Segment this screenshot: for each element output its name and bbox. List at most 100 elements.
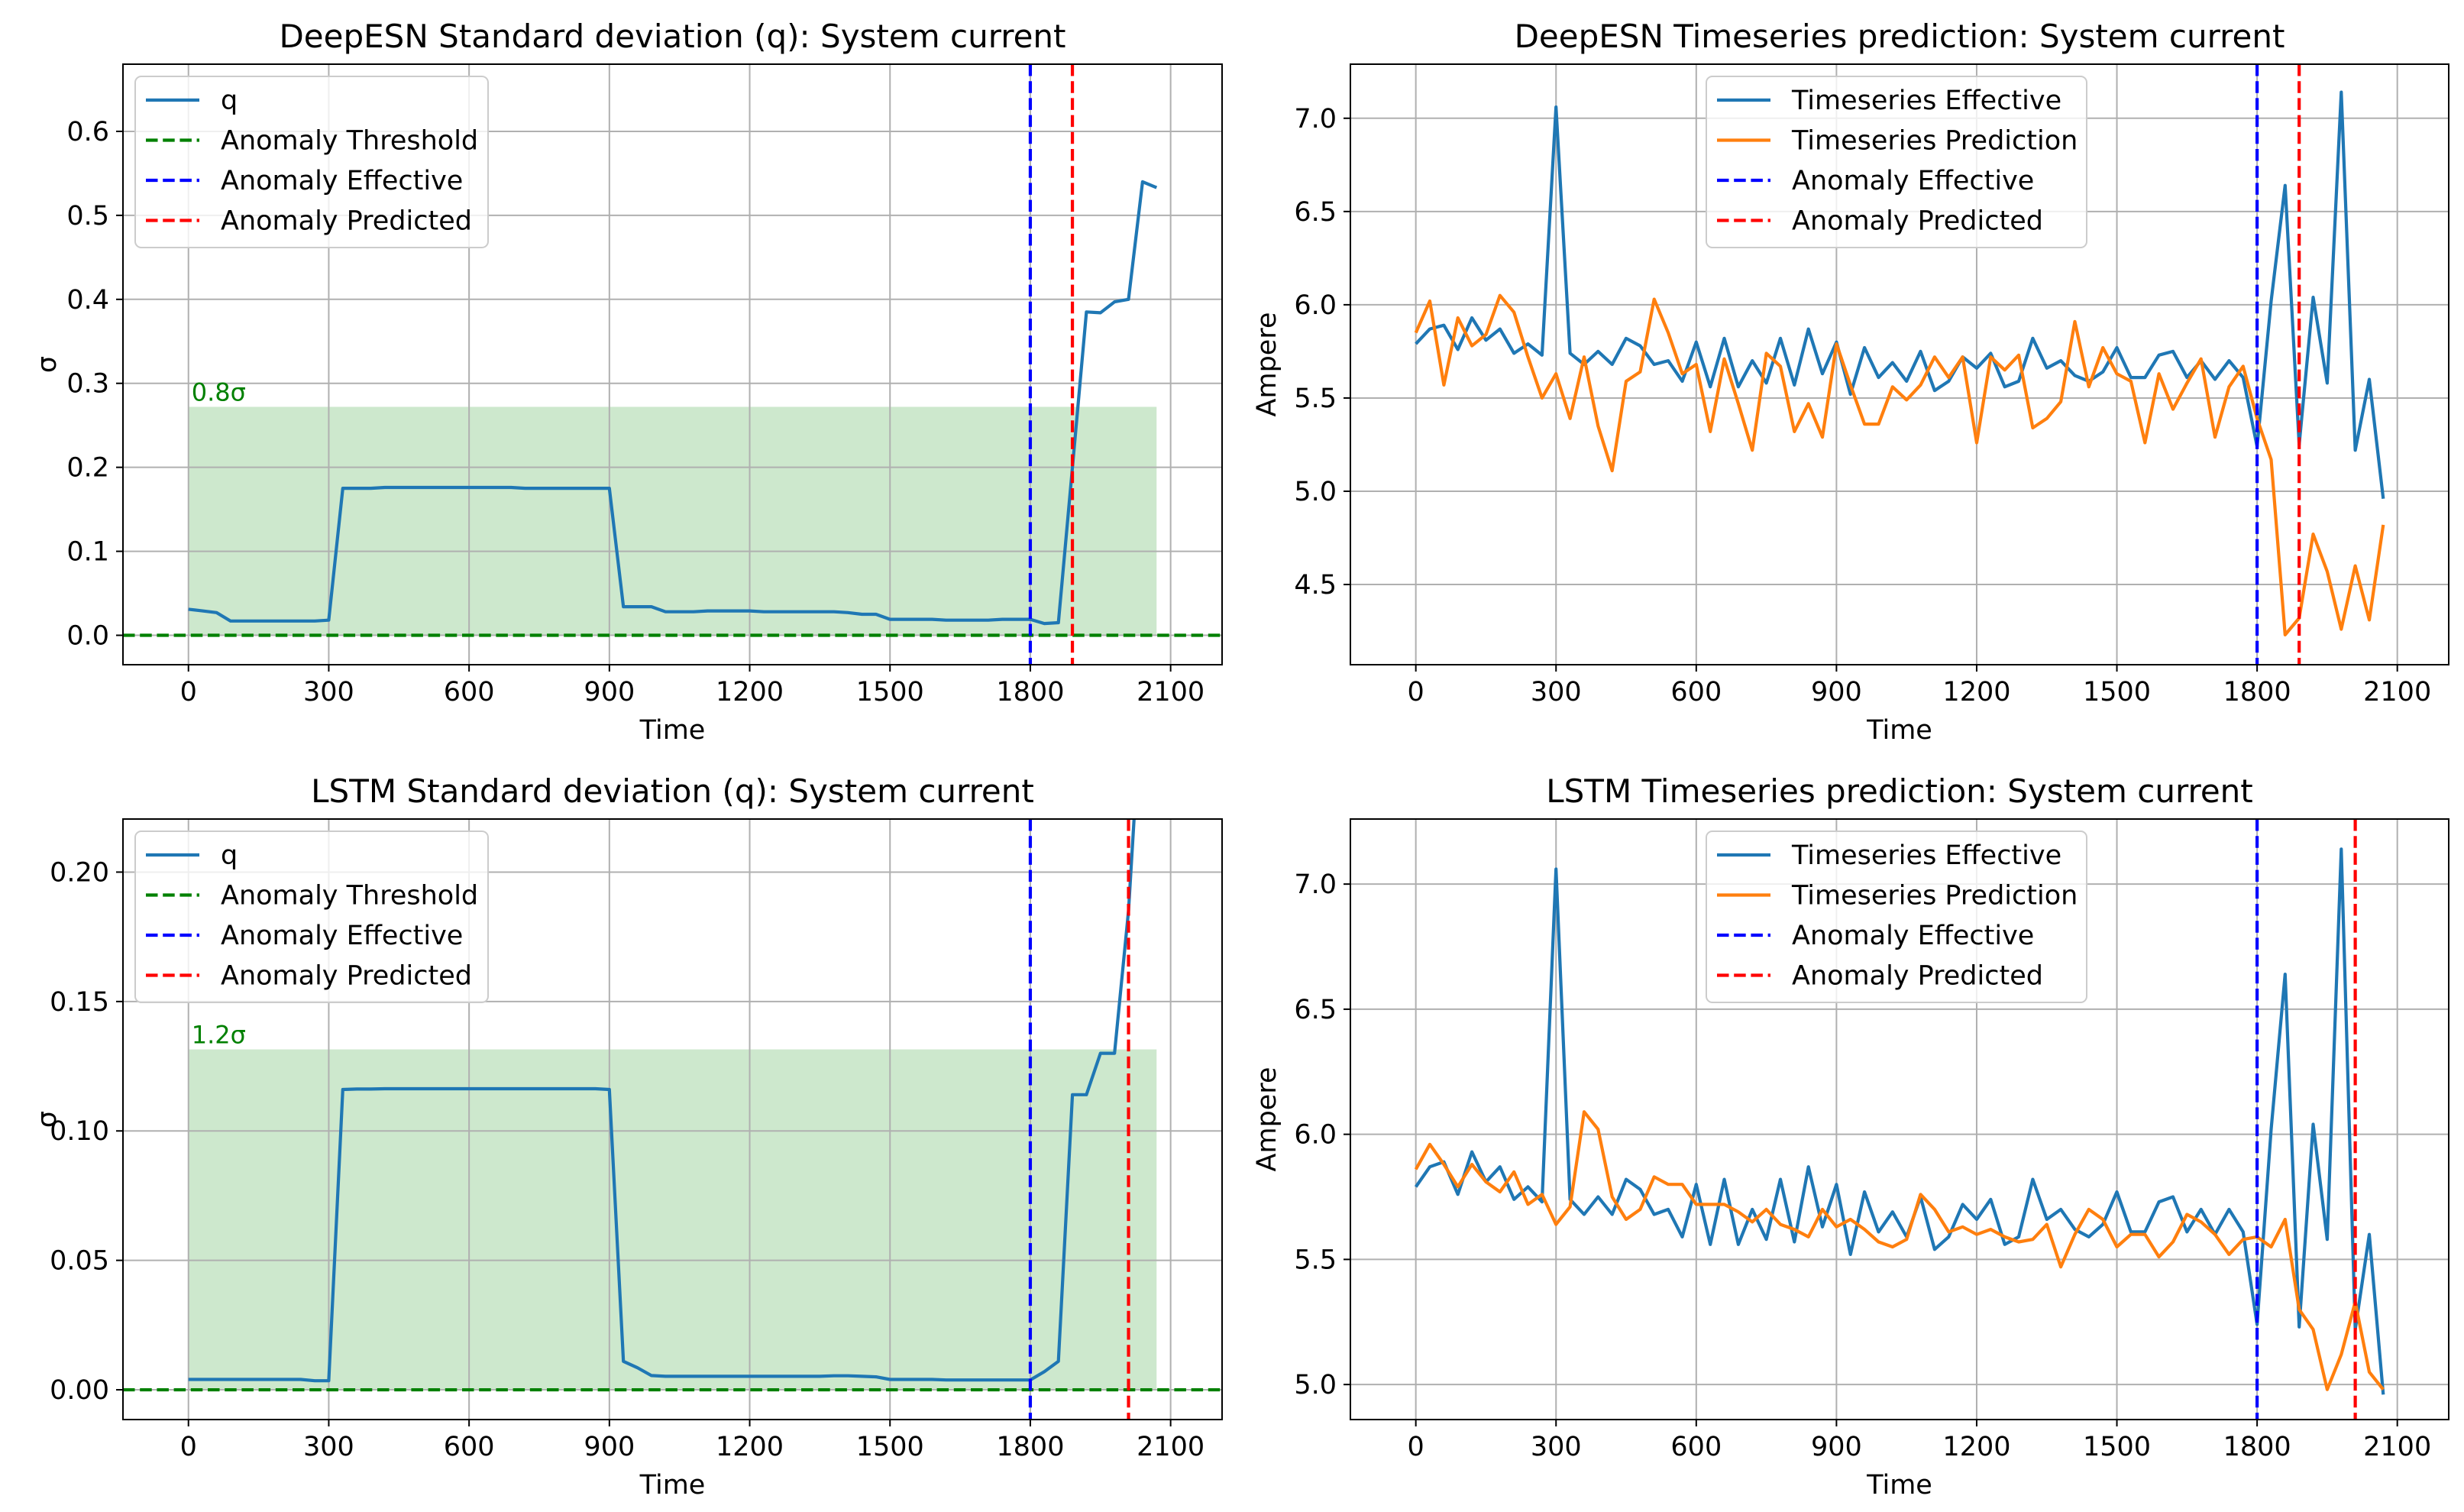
legend-label: Anomaly Predicted: [1792, 206, 2043, 237]
y-tick-label: 7.0: [1294, 869, 1337, 900]
plot-area: [1414, 819, 2385, 1420]
x-tick-label: 1200: [1942, 677, 2010, 707]
series-line-timeseries-prediction: [1414, 1110, 2385, 1391]
y-axis-label: σ: [32, 356, 63, 373]
x-tick-label: 1800: [2223, 1432, 2291, 1462]
chart-title: LSTM Timeseries prediction: System curre…: [1546, 772, 2253, 810]
y-axis-label: σ: [32, 1111, 63, 1128]
x-tick-label: 600: [444, 1432, 495, 1462]
x-tick-label: 600: [1670, 677, 1722, 707]
y-tick-label: 0.00: [50, 1375, 109, 1406]
x-tick-label: 1800: [2223, 677, 2291, 707]
legend-label: Anomaly Predicted: [1792, 961, 2043, 992]
x-tick-label: 0: [1408, 1432, 1424, 1462]
y-tick-label: 0.15: [50, 987, 109, 1018]
y-axis-label: Ampere: [1252, 312, 1282, 417]
y-tick-label: 0.20: [50, 857, 109, 888]
legend-label: Anomaly Effective: [1792, 921, 2034, 951]
plot-area: [1414, 64, 2385, 665]
band-label: 0.8σ: [192, 378, 246, 407]
legend-label: q: [221, 86, 238, 116]
chart-title: DeepESN Timeseries prediction: System cu…: [1515, 18, 2285, 55]
legend-label: Anomaly Threshold: [221, 126, 478, 157]
x-tick-label: 0: [1408, 677, 1424, 707]
legend-box: [134, 830, 489, 1003]
x-tick-label: 300: [303, 677, 354, 707]
legend-box: [1706, 76, 2087, 248]
legend: q Anomaly Threshold Anomaly Effective Anoma…: [134, 76, 489, 248]
x-tick-label: 600: [1670, 1432, 1722, 1462]
series-line-timeseries-prediction: [1414, 293, 2385, 637]
x-tick-label: 0: [180, 677, 197, 707]
axes-frame: [1350, 63, 2449, 665]
x-tick-label: 2100: [1137, 677, 1205, 707]
y-tick-label: 0.1: [66, 537, 109, 568]
x-tick-label: 1800: [996, 1432, 1064, 1462]
chart-title: DeepESN Standard deviation (q): System c…: [279, 18, 1065, 55]
legend-label: Anomaly Effective: [221, 921, 463, 951]
legend-label: Anomaly Effective: [1792, 166, 2034, 196]
axes-frame: [122, 818, 1223, 1420]
legend-label: Anomaly Predicted: [221, 961, 472, 992]
legend: Timeseries Effective Timeseries Predictio…: [1706, 76, 2087, 248]
y-tick-label: 6.5: [1294, 995, 1337, 1025]
y-tick-label: 7.0: [1294, 104, 1337, 134]
x-tick-label: 300: [1531, 677, 1582, 707]
x-tick-label: 1500: [2083, 1432, 2151, 1462]
chart-lstm_std: 1.2σ 0 300 600 900 1200 1500 1800 2100 0.00 0.05 0.…: [32, 772, 1223, 1501]
y-tick-label: 0.6: [66, 117, 109, 147]
x-tick-label: 2100: [1137, 1432, 1205, 1462]
y-tick-label: 0.2: [66, 453, 109, 484]
legend-label: Anomaly Predicted: [221, 206, 472, 237]
chart-title: LSTM Standard deviation (q): System curr…: [311, 772, 1034, 810]
plot-area: [123, 819, 1222, 1420]
y-tick-label: 5.5: [1294, 384, 1337, 414]
legend-box: [1706, 830, 2087, 1003]
y-tick-label: 6.5: [1294, 197, 1337, 228]
x-axis-label: Time: [1866, 715, 1932, 746]
x-tick-label: 1200: [716, 1432, 784, 1462]
x-tick-label: 900: [584, 1432, 635, 1462]
legend-box: [134, 76, 489, 248]
x-axis-label: Time: [639, 715, 706, 746]
x-tick-label: 2100: [2363, 677, 2431, 707]
series-line-q: [188, 180, 1158, 626]
y-tick-label: 5.5: [1294, 1245, 1337, 1275]
y-tick-label: 0.3: [66, 369, 109, 400]
legend-label: Timeseries Prediction: [1791, 126, 2078, 157]
y-tick-label: 5.0: [1294, 477, 1337, 507]
legend-label: Timeseries Effective: [1791, 86, 2061, 116]
axes-frame: [1350, 818, 2449, 1420]
x-tick-label: 2100: [2363, 1432, 2431, 1462]
band-label: 1.2σ: [192, 1021, 246, 1050]
legend-label: Anomaly Threshold: [221, 881, 478, 911]
y-axis-label: Ampere: [1252, 1067, 1282, 1172]
x-tick-label: 900: [1811, 1432, 1862, 1462]
y-tick-label: 6.0: [1294, 1120, 1337, 1151]
x-tick-label: 1200: [1942, 1432, 2010, 1462]
y-tick-label: 5.0: [1294, 1370, 1337, 1400]
x-tick-label: 900: [1811, 677, 1862, 707]
legend: Timeseries Effective Timeseries Predictio…: [1706, 830, 2087, 1003]
y-tick-label: 6.0: [1294, 290, 1337, 321]
threshold-band: [188, 1049, 1157, 1391]
x-tick-label: 1500: [856, 1432, 924, 1462]
threshold-band: [188, 406, 1157, 636]
legend: q Anomaly Threshold Anomaly Effective Anoma…: [134, 830, 489, 1003]
legend-label: Timeseries Effective: [1791, 840, 2061, 871]
x-tick-label: 1800: [996, 677, 1064, 707]
y-tick-label: 4.5: [1294, 570, 1337, 601]
x-tick-label: 300: [303, 1432, 354, 1462]
legend-label: Anomaly Effective: [221, 166, 463, 196]
axes-frame: [122, 63, 1223, 665]
x-tick-label: 1500: [856, 677, 924, 707]
y-tick-label: 0.4: [66, 285, 109, 316]
x-tick-label: 1500: [2083, 677, 2151, 707]
legend-label: Timeseries Prediction: [1791, 881, 2078, 911]
y-tick-label: 0.0: [66, 621, 109, 652]
chart-deepesn_std: 0.8σ 0 300 600 900 1200 1500 1800 2100 0.0 0.1 0.2 0…: [32, 18, 1223, 746]
y-tick-label: 0.10: [50, 1116, 109, 1147]
y-tick-label: 0.05: [50, 1246, 109, 1277]
grid: [1350, 819, 2449, 1420]
